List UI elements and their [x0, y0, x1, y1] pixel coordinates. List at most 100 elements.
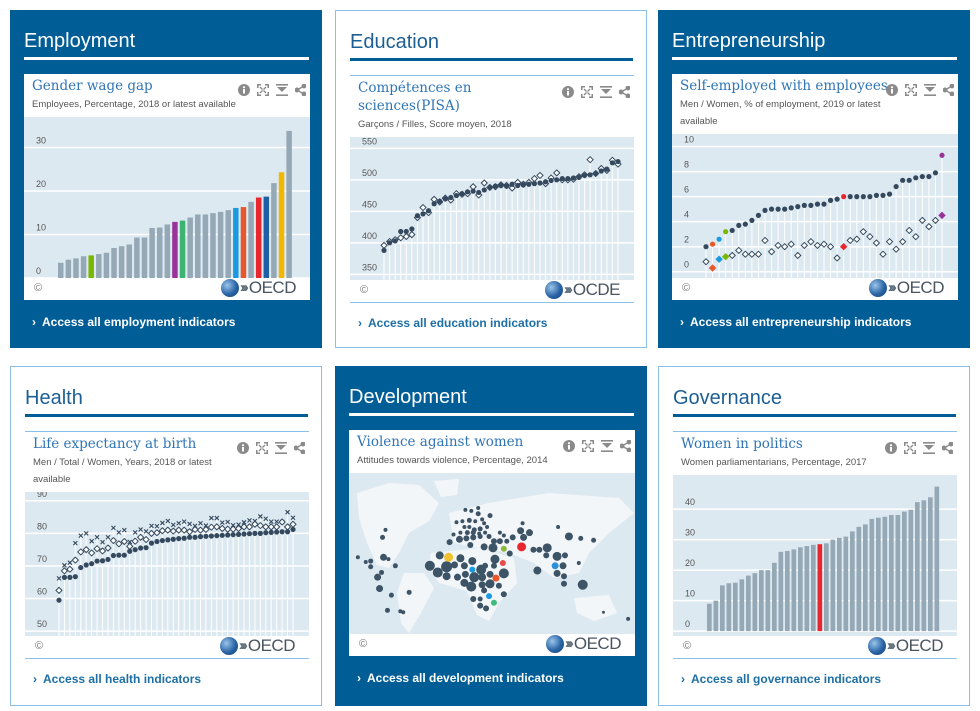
- diamond-marker: [234, 524, 243, 533]
- dot-marker: [749, 217, 755, 223]
- diamond-marker: [721, 253, 730, 261]
- country-marker: [517, 527, 525, 535]
- access-indicators-link[interactable]: › Access all education indicators: [358, 316, 547, 330]
- share-icon[interactable]: [943, 84, 954, 96]
- chart-title[interactable]: Compétences en sciences(PISA): [358, 80, 472, 114]
- share-icon[interactable]: [295, 84, 306, 96]
- download-icon[interactable]: [924, 84, 936, 96]
- y-tick-label: 50: [37, 619, 47, 629]
- diamond-marker: [728, 251, 736, 260]
- bar: [811, 544, 816, 632]
- oecd-logo[interactable]: ››› OECD: [545, 635, 622, 653]
- chart-plot-area: 0 10 20 30: [24, 117, 310, 278]
- share-icon[interactable]: [294, 442, 305, 454]
- y-tick-label: 70: [37, 554, 47, 564]
- copyright-icon[interactable]: ©: [682, 282, 691, 294]
- cross-marker: [241, 519, 247, 525]
- chart-title[interactable]: Self-employed with employees: [680, 78, 888, 94]
- download-icon[interactable]: [276, 84, 288, 96]
- country-marker: [559, 562, 567, 570]
- dot-marker: [219, 532, 225, 538]
- copyright-icon[interactable]: ©: [360, 284, 369, 296]
- access-indicators-link[interactable]: › Access all health indicators: [33, 672, 201, 686]
- expand-icon[interactable]: [256, 442, 268, 454]
- link-label: Access all employment indicators: [42, 315, 236, 329]
- cross-marker: [116, 530, 122, 535]
- dot-marker: [425, 208, 432, 214]
- copyright-icon[interactable]: ©: [683, 640, 692, 652]
- country-marker: [368, 558, 374, 564]
- country-marker: [401, 610, 406, 615]
- country-marker: [561, 552, 568, 559]
- download-icon[interactable]: [275, 442, 287, 454]
- dot-marker: [56, 597, 62, 603]
- country-marker: [374, 573, 382, 581]
- info-icon[interactable]: [886, 84, 898, 96]
- dot-marker: [89, 561, 95, 567]
- dot-marker: [110, 552, 117, 559]
- card-heading: Education: [350, 31, 439, 53]
- dot-marker: [230, 532, 236, 538]
- expand-icon[interactable]: [904, 442, 916, 454]
- expand-icon[interactable]: [257, 84, 269, 96]
- country-marker: [520, 533, 528, 541]
- share-icon[interactable]: [620, 440, 631, 452]
- country-marker: [469, 572, 480, 583]
- info-icon[interactable]: [237, 442, 249, 454]
- access-indicators-link[interactable]: › Access all employment indicators: [32, 315, 235, 329]
- chart-svg: 50 60 70 80 90: [25, 492, 309, 636]
- download-icon[interactable]: [601, 440, 613, 452]
- info-icon[interactable]: [885, 442, 897, 454]
- copyright-icon[interactable]: ©: [359, 638, 368, 650]
- country-marker: [460, 578, 469, 587]
- chart-title[interactable]: Violence against women: [357, 434, 524, 450]
- oecd-logo[interactable]: ››› OECD: [868, 279, 945, 297]
- info-icon[interactable]: [562, 86, 574, 98]
- access-indicators-link[interactable]: › Access all development indicators: [357, 671, 564, 685]
- chart-title[interactable]: Gender wage gap: [32, 78, 153, 94]
- access-indicators-link[interactable]: › Access all governance indicators: [681, 672, 881, 686]
- diamond-marker: [872, 239, 881, 247]
- bar: [921, 500, 927, 632]
- expand-icon[interactable]: [581, 86, 593, 98]
- oecd-logo[interactable]: ››› OCDE: [544, 281, 621, 299]
- logo-text: OECD: [247, 636, 296, 655]
- oecd-logo[interactable]: ››› OECD: [220, 279, 297, 297]
- chart-title[interactable]: Women in politics: [681, 436, 803, 452]
- dot-marker: [847, 194, 853, 200]
- share-icon[interactable]: [619, 86, 630, 98]
- dot-marker: [252, 530, 258, 536]
- oecd-logo[interactable]: ››› OECD: [219, 636, 296, 655]
- download-icon[interactable]: [923, 442, 935, 454]
- diamond-marker: [735, 246, 743, 255]
- country-marker: [463, 535, 470, 542]
- expand-icon[interactable]: [582, 440, 594, 452]
- share-icon[interactable]: [942, 442, 953, 454]
- dot-marker: [834, 196, 840, 202]
- copyright-icon[interactable]: ©: [34, 282, 43, 294]
- chart-header: Self-employed with employees Men / Women…: [672, 74, 958, 134]
- country-marker: [453, 573, 461, 581]
- country-marker: [480, 543, 488, 551]
- info-icon[interactable]: [238, 84, 250, 96]
- copyright-icon[interactable]: ©: [35, 640, 44, 652]
- country-marker: [533, 566, 542, 575]
- country-marker: [477, 526, 483, 532]
- chart-title[interactable]: Life expectancy at birth: [33, 436, 197, 452]
- dot-marker: [554, 177, 560, 183]
- chart-tools: [237, 442, 305, 454]
- dot-marker: [403, 228, 409, 235]
- access-indicators-link[interactable]: › Access all entrepreneurship indicators: [680, 315, 911, 329]
- bar: [80, 256, 87, 278]
- bar: [103, 252, 110, 278]
- info-icon[interactable]: [563, 440, 575, 452]
- dot-marker: [515, 182, 521, 189]
- expand-icon[interactable]: [905, 84, 917, 96]
- dot-marker: [559, 175, 565, 182]
- diamond-marker: [115, 540, 123, 548]
- oecd-logo[interactable]: ››› OECD: [867, 637, 944, 655]
- download-icon[interactable]: [600, 86, 612, 98]
- chart-tools: [238, 84, 306, 96]
- diamond-marker: [153, 529, 161, 537]
- bar: [179, 220, 186, 278]
